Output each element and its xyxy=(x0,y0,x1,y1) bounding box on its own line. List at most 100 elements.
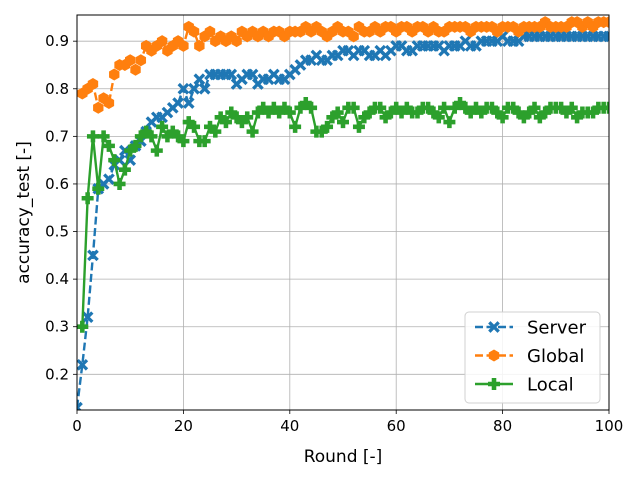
data-point-local xyxy=(448,101,461,114)
data-point-local xyxy=(108,154,121,167)
data-point-local xyxy=(464,106,477,119)
series-layer xyxy=(77,16,609,410)
data-point-server xyxy=(188,82,200,95)
legend-entry-server: Server xyxy=(475,318,587,339)
data-point-server xyxy=(246,68,259,81)
data-point-server xyxy=(225,68,238,81)
data-point-local xyxy=(390,101,403,114)
data-point-local xyxy=(358,111,371,124)
data-point-local xyxy=(470,101,482,114)
data-point-local xyxy=(188,120,201,133)
data-point-local xyxy=(156,120,169,133)
data-point-local xyxy=(603,101,609,114)
data-point-local xyxy=(512,106,525,119)
data-point-local xyxy=(491,106,504,119)
y-tick-label: 0.7 xyxy=(45,127,69,145)
data-point-global xyxy=(231,35,242,48)
data-point-local xyxy=(443,116,456,129)
y-tick-label: 0.6 xyxy=(45,175,69,193)
data-point-server xyxy=(182,97,195,109)
data-point-local xyxy=(145,130,158,143)
data-point-server xyxy=(77,401,83,410)
legend-label: Global xyxy=(527,346,584,367)
data-point-local xyxy=(214,111,227,124)
y-tick-label: 0.4 xyxy=(45,270,69,288)
data-point-server xyxy=(103,173,115,186)
data-point-local xyxy=(97,130,110,143)
data-point-global xyxy=(87,78,99,91)
legend-marker xyxy=(488,378,500,390)
data-point-global xyxy=(130,63,141,76)
data-point-global xyxy=(188,25,200,38)
y-axis-title: accuracy_test [-] xyxy=(14,141,34,284)
series-local xyxy=(77,97,609,333)
data-point-local xyxy=(257,101,270,114)
data-point-global xyxy=(103,97,115,110)
data-point-local xyxy=(560,106,573,119)
axis-ticks: 0 20 40 60 80 100 0.2 0.3 0.4 0.5 0.6 0.7 0.8 0.9 xyxy=(45,32,623,435)
data-point-local xyxy=(124,144,137,157)
data-point-local xyxy=(571,111,584,124)
legend-marker xyxy=(488,349,500,362)
data-point-local xyxy=(485,101,498,114)
data-point-local xyxy=(347,101,360,114)
data-point-local xyxy=(438,101,451,114)
data-point-local xyxy=(246,125,259,138)
data-point-global xyxy=(603,16,609,29)
data-point-local xyxy=(422,101,435,114)
data-point-server xyxy=(87,249,99,262)
data-point-local xyxy=(172,130,185,143)
data-point-local xyxy=(182,116,195,129)
x-tick-label: 40 xyxy=(280,417,299,435)
x-axis-title: Round [-] xyxy=(304,447,383,467)
data-point-server xyxy=(198,82,211,95)
data-point-local xyxy=(225,106,238,119)
series-line-local xyxy=(81,101,609,327)
legend: Server Global Local xyxy=(464,311,601,404)
legend-label: Server xyxy=(527,318,587,339)
data-point-local xyxy=(379,111,392,124)
x-tick-label: 60 xyxy=(387,417,406,435)
data-point-local xyxy=(294,101,307,114)
x-tick-label: 0 xyxy=(72,417,82,435)
data-point-local xyxy=(331,106,344,119)
legend-label: Local xyxy=(527,375,574,396)
data-point-local xyxy=(315,125,328,138)
data-point-local xyxy=(326,111,339,124)
data-point-local xyxy=(565,101,578,114)
data-point-local xyxy=(475,106,488,119)
data-point-server xyxy=(603,30,609,43)
y-tick-label: 0.2 xyxy=(45,365,69,383)
y-tick-label: 0.5 xyxy=(45,223,69,241)
data-point-local xyxy=(267,101,280,114)
data-point-local xyxy=(219,116,232,129)
data-point-local xyxy=(539,106,552,119)
data-point-local xyxy=(321,120,334,133)
data-point-local xyxy=(363,106,376,119)
x-tick-label: 100 xyxy=(595,417,624,435)
data-point-local xyxy=(102,139,115,152)
series-server xyxy=(77,30,609,410)
legend-box xyxy=(464,311,601,404)
x-tick-label: 80 xyxy=(493,417,512,435)
data-point-local xyxy=(86,130,99,143)
legend-marker xyxy=(488,321,500,333)
data-point-local xyxy=(400,101,413,114)
data-point-server xyxy=(177,82,190,95)
data-point-local xyxy=(352,120,365,133)
data-point-global xyxy=(125,54,136,67)
data-point-local xyxy=(533,111,546,124)
legend-entry-local: Local xyxy=(475,375,574,396)
data-point-global xyxy=(135,54,147,67)
data-point-global xyxy=(204,25,216,38)
data-point-local xyxy=(230,111,243,124)
data-point-local xyxy=(77,320,89,333)
data-point-local xyxy=(427,106,440,119)
data-point-local xyxy=(140,125,153,138)
data-point-local xyxy=(337,116,349,129)
data-point-local xyxy=(262,106,275,119)
x-tick-label: 20 xyxy=(174,417,193,435)
data-point-local xyxy=(166,125,179,138)
